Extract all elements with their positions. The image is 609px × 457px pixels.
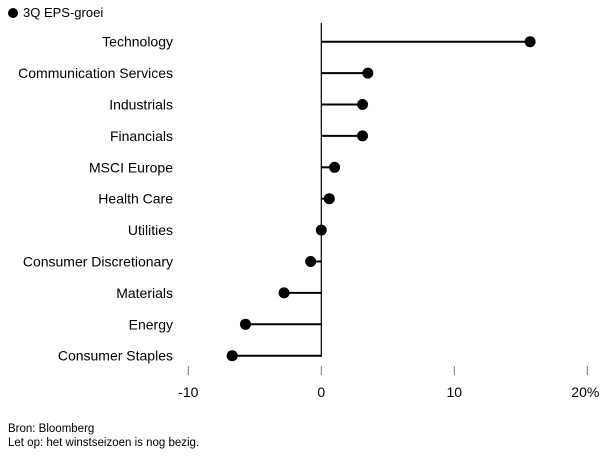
x-tick-label: 0 xyxy=(317,384,325,400)
category-label: Utilities xyxy=(128,222,173,238)
category-label: Technology xyxy=(102,34,173,50)
category-label: Industrials xyxy=(109,97,173,113)
category-label: Communication Services xyxy=(18,65,173,81)
lollipop-point xyxy=(323,193,335,205)
legend: 3Q EPS-groei xyxy=(8,5,103,20)
lollipop-point xyxy=(239,318,251,330)
lollipop-point xyxy=(524,36,536,48)
x-tick-label: 10 xyxy=(447,384,463,400)
x-tick-label: 20% xyxy=(571,384,599,400)
x-tick-label: -10 xyxy=(178,384,198,400)
legend-dot-icon xyxy=(8,7,18,18)
category-label: Health Care xyxy=(98,191,173,207)
footnote: Let op: het winstseizoen is nog bezig. xyxy=(8,437,200,449)
lollipop-point xyxy=(305,256,317,267)
category-label: MSCI Europe xyxy=(89,159,173,175)
legend-label: 3Q EPS-groei xyxy=(23,5,104,20)
lollipop-point xyxy=(357,99,369,110)
category-label: Energy xyxy=(129,316,173,332)
source-note: Bron: Bloomberg xyxy=(8,423,95,435)
lollipop-point xyxy=(315,224,327,236)
lollipop-point xyxy=(357,130,369,142)
lollipop-point xyxy=(278,287,290,299)
lollipop-point xyxy=(226,350,238,362)
category-label: Financials xyxy=(110,128,173,144)
lollipop-point xyxy=(362,67,374,79)
category-label: Materials xyxy=(116,285,173,301)
category-label: Consumer Discretionary xyxy=(23,254,173,270)
lollipop-point xyxy=(329,161,341,173)
category-label: Consumer Staples xyxy=(58,348,173,364)
